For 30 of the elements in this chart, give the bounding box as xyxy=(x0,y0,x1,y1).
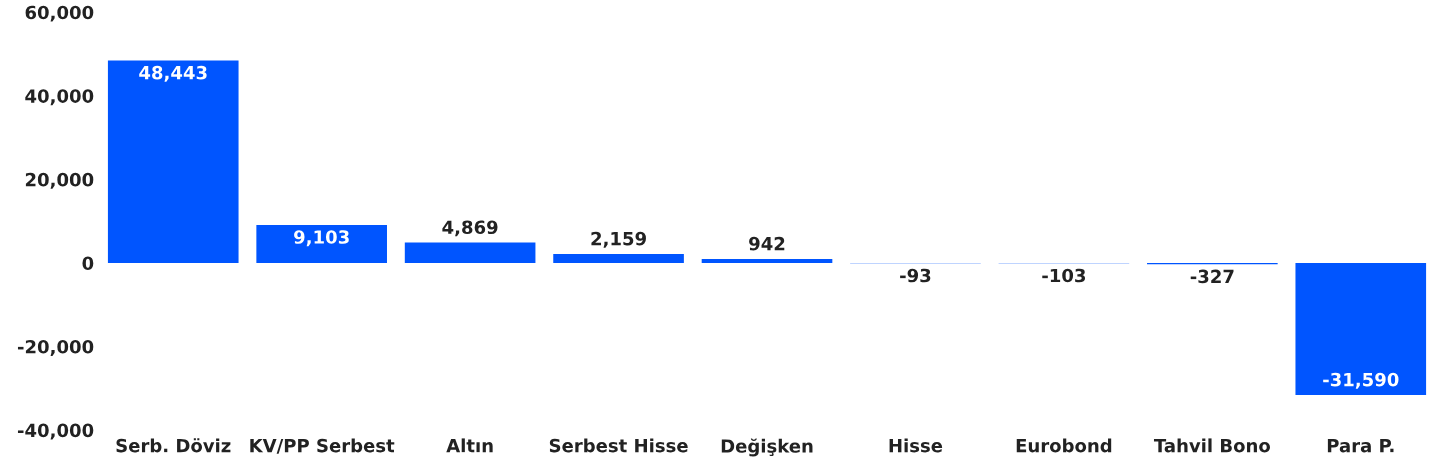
x-tick-label: Hisse xyxy=(889,438,943,453)
data-label: -103 xyxy=(1042,268,1086,283)
bar xyxy=(553,253,684,263)
data-label: 9,103 xyxy=(294,230,349,247)
data-label: -31,590 xyxy=(1323,372,1399,389)
y-tick-label: 0 xyxy=(82,256,94,271)
x-tick-label: Serbest Hisse xyxy=(549,438,688,453)
data-label: -93 xyxy=(900,268,931,283)
bar xyxy=(107,60,239,263)
bar xyxy=(256,224,387,263)
y-tick-label: 60,000 xyxy=(25,5,94,22)
bar xyxy=(1295,262,1427,395)
data-label: 2,159 xyxy=(591,231,646,248)
data-label: 942 xyxy=(749,236,785,251)
y-tick-label: -20,000 xyxy=(17,339,94,356)
x-tick-label: Eurobond xyxy=(1016,438,1112,453)
data-label: 4,869 xyxy=(442,220,498,237)
x-tick-label: Tahvil Bono xyxy=(1153,438,1270,453)
x-tick-label: Serb. Döviz xyxy=(116,438,231,453)
bar xyxy=(404,242,536,263)
y-tick-label: 20,000 xyxy=(25,172,94,189)
y-tick-label: -40,000 xyxy=(17,423,94,440)
x-tick-label: Para P. xyxy=(1327,438,1394,453)
bar xyxy=(701,258,833,263)
x-tick-label: Değişken xyxy=(721,438,813,457)
x-tick-label: KV/PP Serbest xyxy=(250,438,395,454)
data-label: -327 xyxy=(1190,269,1234,284)
data-label: 48,443 xyxy=(139,65,207,82)
y-tick-label: 40,000 xyxy=(25,89,94,106)
x-tick-label: Altın xyxy=(446,438,493,453)
